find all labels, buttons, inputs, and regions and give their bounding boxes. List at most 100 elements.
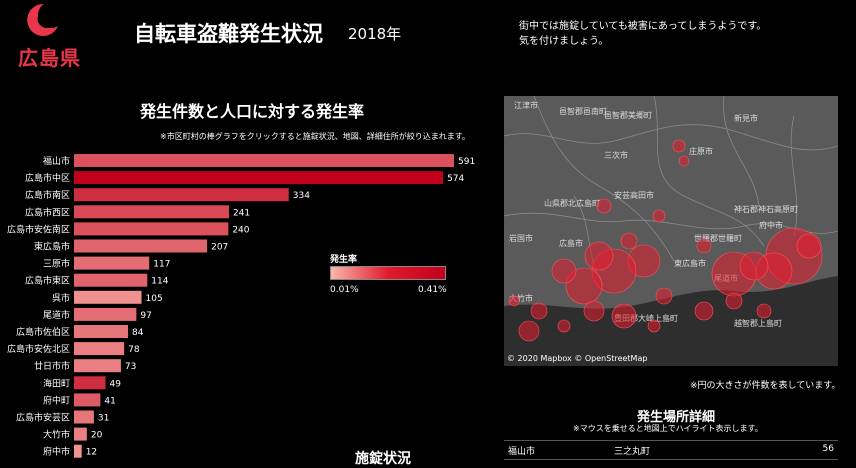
category-label: 広島市西区 xyxy=(25,206,70,218)
bar[interactable] xyxy=(74,273,148,287)
legend-title: 発生率 xyxy=(330,255,358,265)
detail-town: 三之丸町 xyxy=(614,447,651,457)
map-place-label: 東広島市 xyxy=(674,258,706,268)
map-place-label: 庄原市 xyxy=(689,146,713,156)
incident-circle[interactable] xyxy=(596,198,612,214)
map-place-label: 豊田郡大崎上島町 xyxy=(614,313,678,323)
incident-circle[interactable] xyxy=(530,302,548,320)
bar[interactable] xyxy=(74,325,129,338)
value-label: 591 xyxy=(458,157,475,167)
incident-circle[interactable] xyxy=(655,287,673,305)
incident-circle[interactable] xyxy=(557,319,571,333)
incident-circle[interactable] xyxy=(584,241,614,271)
bar[interactable] xyxy=(74,154,454,167)
map-place-label: 新見市 xyxy=(734,113,758,123)
incident-circle[interactable] xyxy=(739,251,769,281)
chart-note: ※市区町村の棒グラフをクリックすると施錠状況、地図、詳細住所が絞り込まれます。 xyxy=(160,132,470,141)
category-label: 広島市中区 xyxy=(25,172,70,184)
sea-area xyxy=(504,276,838,366)
category-label: 尾道市 xyxy=(43,309,70,321)
value-label: 20 xyxy=(91,431,103,441)
map-place-label: 三次市 xyxy=(604,150,628,160)
incident-circle[interactable] xyxy=(694,301,714,321)
bar[interactable] xyxy=(74,307,137,321)
category-label: 広島市安佐北区 xyxy=(7,343,70,355)
incident-circle[interactable] xyxy=(518,320,540,342)
category-label: 広島市東区 xyxy=(25,275,70,287)
bar[interactable] xyxy=(74,239,208,253)
category-label: 三原市 xyxy=(43,258,70,270)
map-place-label: 安芸高田市 xyxy=(614,190,654,200)
incident-circle[interactable] xyxy=(678,155,690,167)
category-label: 広島市安芸区 xyxy=(16,412,70,424)
value-label: 240 xyxy=(232,225,249,235)
bar[interactable] xyxy=(74,171,444,185)
detail-table-row[interactable]: 福山市 三之丸町 56 xyxy=(504,440,838,460)
value-label: 49 xyxy=(110,379,122,389)
lock-status-title: 施錠状況 xyxy=(355,451,411,467)
incident-circle[interactable] xyxy=(551,258,577,284)
chart-title: 発生件数と人口に対する発生率 xyxy=(140,102,365,121)
map-place-label: 岩国市 xyxy=(509,233,533,243)
map-place-label: 広島市 xyxy=(559,238,583,248)
category-label: 福山市 xyxy=(43,155,70,167)
map-place-label: 江津市 xyxy=(514,100,538,110)
bar[interactable] xyxy=(74,205,229,219)
detail-count: 56 xyxy=(822,444,834,454)
bar[interactable] xyxy=(74,376,106,390)
incident-circle[interactable] xyxy=(672,139,686,153)
incident-circle[interactable] xyxy=(696,238,712,254)
prefecture-name: 広島県 xyxy=(18,46,81,70)
value-label: 73 xyxy=(125,362,136,372)
incident-circle[interactable] xyxy=(647,319,661,333)
bar[interactable] xyxy=(74,342,125,356)
legend-max-label: 0.41% xyxy=(418,285,447,295)
incident-circle[interactable] xyxy=(652,209,666,223)
category-label: 廿日市市 xyxy=(34,360,70,372)
bar[interactable] xyxy=(74,444,82,458)
value-label: 114 xyxy=(151,277,168,287)
bar[interactable] xyxy=(74,410,94,424)
detail-note: ※マウスを乗せると地図上でハイライト表示します。 xyxy=(573,424,763,433)
bar[interactable] xyxy=(74,359,121,373)
legend-min-label: 0.01% xyxy=(330,285,359,295)
value-label: 207 xyxy=(211,243,228,253)
category-label: 広島市南区 xyxy=(25,189,70,201)
prefecture-logo xyxy=(27,3,58,36)
bar[interactable] xyxy=(74,222,229,236)
incident-circle[interactable] xyxy=(565,267,603,305)
value-label: 97 xyxy=(140,311,151,321)
value-label: 334 xyxy=(293,191,310,201)
bar[interactable] xyxy=(74,256,150,270)
incident-circle[interactable] xyxy=(611,303,637,329)
incident-circle[interactable] xyxy=(756,303,772,319)
bar[interactable] xyxy=(74,393,101,407)
map-place-label: 神石郡神石高原町 xyxy=(734,204,798,214)
value-label: 241 xyxy=(233,208,250,218)
incident-map[interactable]: 江津市 邑智郡邑南町 邑智郡美郷町 新見市 庄原市 三次市 山県郡北広島町 安芸高田市 神石郡神… xyxy=(504,96,838,366)
bar[interactable] xyxy=(74,427,87,441)
category-label: 府中町 xyxy=(43,394,70,406)
bar-chart: 福山市 591 広島市中区 574 広島市南区 334 広島市西区 241 広島市安佐南区 240… xyxy=(7,154,475,458)
value-label: 31 xyxy=(98,414,109,424)
category-label: 広島市安佐南区 xyxy=(7,223,70,235)
category-label: 府中市 xyxy=(43,446,70,458)
map-attribution: © 2020 Mapbox © OpenStreetMap xyxy=(507,354,648,363)
category-label: 呉市 xyxy=(52,292,70,304)
map-note: ※円の大きさが件数を表しています。 xyxy=(690,381,841,391)
incident-circle[interactable] xyxy=(620,232,638,250)
bar[interactable] xyxy=(74,188,289,202)
incident-circle[interactable] xyxy=(583,300,605,322)
category-label: 海田町 xyxy=(43,377,70,389)
category-label: 広島市佐伯区 xyxy=(16,326,70,338)
incident-circle[interactable] xyxy=(508,295,520,307)
value-label: 78 xyxy=(128,345,140,355)
map-place-label: 邑智郡美郷町 xyxy=(604,110,652,120)
bar[interactable] xyxy=(74,290,142,304)
map-place-label: 邑智郡邑南町 xyxy=(559,106,607,116)
warning-line-2: 気を付けましょう。 xyxy=(519,36,609,47)
boundary-lines xyxy=(504,96,838,287)
incident-circle[interactable] xyxy=(725,292,743,310)
incident-circle[interactable] xyxy=(796,233,822,259)
